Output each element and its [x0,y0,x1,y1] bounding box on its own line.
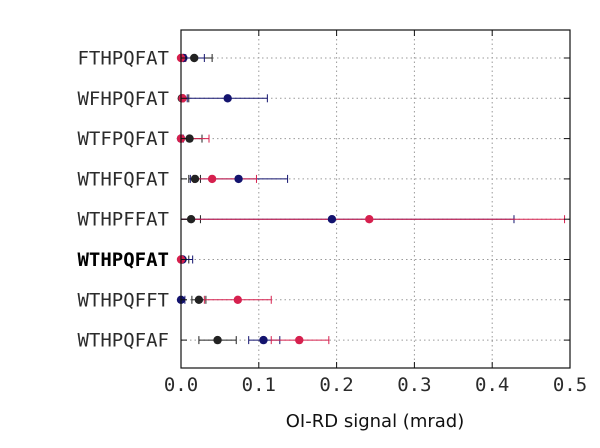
series-1-point-wthpqfaf [213,335,222,345]
x-tick-label: 0.5 [553,374,587,396]
category-label-wthfqfat: WTHFQFAT [77,168,169,190]
category-label-wthpffat: WTHPFFAT [77,209,169,231]
category-label-fthpqfat: FTHPQFAT [77,48,169,70]
series-1-point-wthpqfft [194,295,204,304]
category-label-wthpqfaf: WTHPQFAF [77,330,169,352]
x-tick-label: 0.1 [242,374,276,396]
grid-lines [181,30,570,368]
series-3-point-wthpqfaf [295,335,304,345]
plot-frame [180,29,571,369]
x-tick-label: 0.3 [397,374,431,396]
series-1-point-wtfpqfat [185,134,194,143]
x-tick-label: 0.0 [164,374,198,396]
series-3-point-wthpqfft [233,295,242,304]
series-2-point-wfhpqfat [223,94,232,103]
series-3-point-wthpffat [365,215,374,224]
category-label-wthpqfat: WTHPQFAT [77,249,169,271]
x-axis-ticks: 0.0 0.1 0.2 0.3 0.4 0.5 [164,30,587,396]
series-2-point-wthpffat [327,215,337,224]
x-tick-label: 0.4 [475,374,509,396]
x-tick-label: 0.2 [319,374,353,396]
series-3-point-wthfqfat [207,174,217,184]
series-2-point-wthpqfaf [259,335,268,345]
category-label-wfhpqfat: WFHPQFAT [77,88,169,110]
category-label-wtfpqfat: WTFPQFAT [77,128,169,150]
series-1-point-fthpqfat [190,53,199,63]
y-axis-ticks: FTHPQFAT WFHPQFAT WTFPQFAT WTHFQFAT WTHPFFAT… [77,48,570,352]
series-1-point-wthfqfat [190,174,200,184]
series-2-point-wthfqfat [234,174,243,184]
x-axis-title: OI-RD signal (mrad) [286,411,464,432]
series-1-point-wthpffat [186,215,196,224]
category-label-wthpqfft: WTHPQFFT [77,289,169,311]
